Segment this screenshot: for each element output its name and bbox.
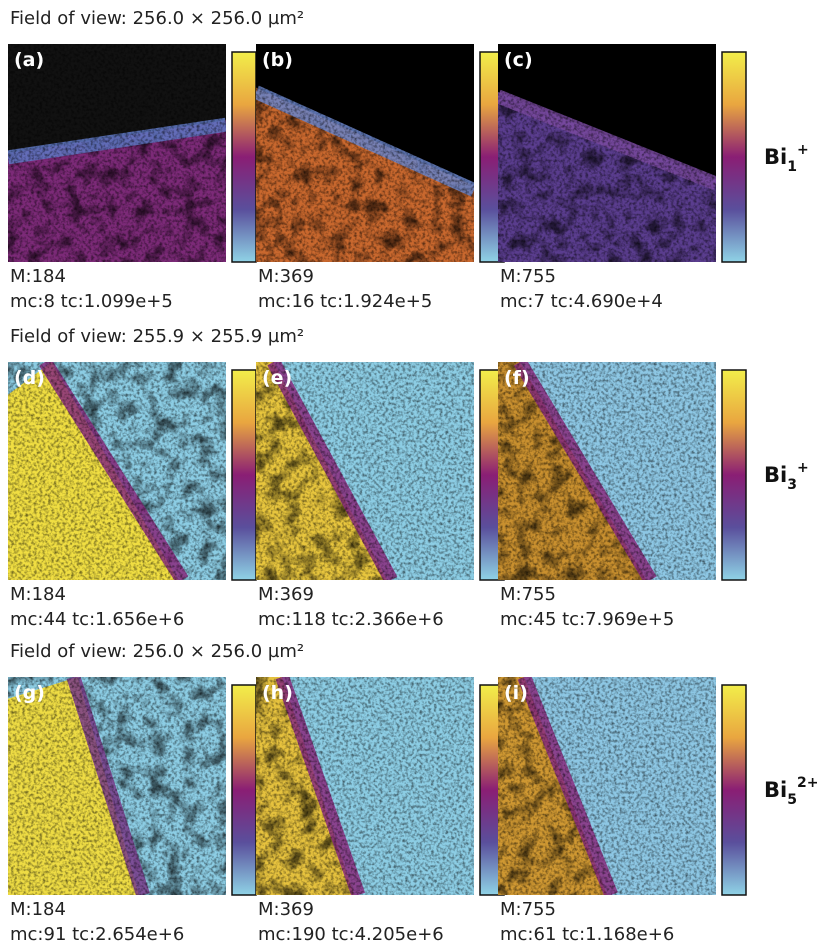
color-bar	[721, 369, 747, 581]
image-speckle	[498, 44, 716, 262]
mass-label: M:184	[10, 266, 66, 287]
image-speckle	[256, 677, 474, 895]
field-of-view: Field of view: 256.0 × 256.0 µm²	[10, 8, 304, 29]
ion-image	[498, 677, 716, 895]
ion-sup: +	[797, 142, 809, 158]
counts-label: mc:118 tc:2.366e+6	[258, 609, 444, 630]
color-bar	[231, 369, 257, 581]
counts-label: mc:190 tc:4.205e+6	[258, 924, 444, 945]
ion-label: Bi1+	[764, 142, 809, 175]
ion-sup: 2+	[797, 775, 818, 791]
mass-label: M:369	[258, 584, 314, 605]
field-of-view: Field of view: 255.9 × 255.9 µm²	[10, 326, 304, 347]
ion-base: Bi	[764, 463, 787, 487]
panel-label: (i)	[504, 682, 528, 704]
panel-label: (a)	[14, 49, 44, 71]
counts-label: mc:16 tc:1.924e+5	[258, 291, 432, 312]
ion-image	[8, 44, 226, 262]
field-of-view: Field of view: 256.0 × 256.0 µm²	[10, 641, 304, 662]
ion-label: Bi52+	[764, 775, 818, 808]
ion-sub: 1	[787, 159, 797, 175]
ion-image	[256, 44, 474, 262]
image-speckle	[498, 677, 716, 895]
image-speckle	[8, 362, 226, 580]
panel-label: (d)	[14, 367, 45, 389]
ion-base: Bi	[764, 778, 787, 802]
mass-label: M:755	[500, 584, 556, 605]
panel-label: (e)	[262, 367, 292, 389]
ion-image	[8, 362, 226, 580]
ion-image	[8, 677, 226, 895]
counts-label: mc:8 tc:1.099e+5	[10, 291, 173, 312]
panel-label: (c)	[504, 49, 533, 71]
ion-sub: 3	[787, 477, 797, 493]
ion-image	[498, 362, 716, 580]
counts-label: mc:7 tc:4.690e+4	[500, 291, 663, 312]
counts-label: mc:91 tc:2.654e+6	[10, 924, 184, 945]
ion-image	[256, 362, 474, 580]
mass-label: M:755	[500, 266, 556, 287]
color-bar	[721, 684, 747, 896]
ion-sub: 5	[787, 792, 797, 808]
panel-label: (h)	[262, 682, 293, 704]
mass-label: M:184	[10, 899, 66, 920]
image-speckle	[8, 44, 226, 262]
mass-label: M:184	[10, 584, 66, 605]
image-speckle	[256, 44, 474, 262]
ion-label: Bi3+	[764, 460, 809, 493]
color-bar	[231, 51, 257, 263]
counts-label: mc:61 tc:1.168e+6	[500, 924, 674, 945]
panel-label: (g)	[14, 682, 45, 704]
ion-image	[498, 44, 716, 262]
ion-base: Bi	[764, 145, 787, 169]
panel-label: (b)	[262, 49, 293, 71]
color-bar	[721, 51, 747, 263]
color-bar	[231, 684, 257, 896]
image-speckle	[256, 362, 474, 580]
ion-sup: +	[797, 460, 809, 476]
panel-label: (f)	[504, 367, 530, 389]
counts-label: mc:45 tc:7.969e+5	[500, 609, 674, 630]
mass-label: M:369	[258, 899, 314, 920]
ion-image	[256, 677, 474, 895]
image-speckle	[498, 362, 716, 580]
counts-label: mc:44 tc:1.656e+6	[10, 609, 184, 630]
mass-label: M:755	[500, 899, 556, 920]
image-speckle	[8, 677, 226, 895]
mass-label: M:369	[258, 266, 314, 287]
